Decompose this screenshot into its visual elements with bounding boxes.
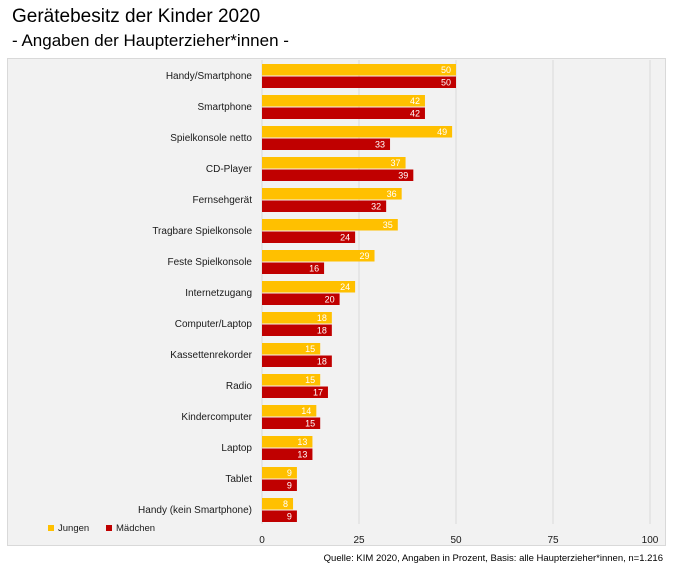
- bar-mädchen-spielkonsole-netto: [262, 138, 391, 150]
- bar-mädchen-cd-player: [262, 169, 414, 181]
- category-label-radio: Radio: [226, 381, 253, 392]
- bar-value-label-mädchen-handy-kein-smartphone: 9: [287, 512, 292, 522]
- bar-mädchen-kindercomputer: [262, 417, 321, 429]
- bar-mädchen-kassettenrekorder: [262, 355, 332, 367]
- bar-value-label-jungen-laptop: 13: [297, 437, 307, 447]
- bar-jungen-cd-player: [262, 157, 406, 169]
- bar-mädchen-computer-laptop: [262, 324, 332, 336]
- x-tick-label-50: 50: [450, 535, 462, 546]
- bar-value-label-jungen-kassettenrekorder: 15: [305, 344, 315, 354]
- legend-swatch-jungen: [48, 525, 54, 531]
- bar-value-label-mädchen-kindercomputer: 15: [305, 419, 315, 429]
- bar-value-label-jungen-internetzugang: 24: [340, 282, 350, 292]
- bar-value-label-jungen-tablet: 9: [287, 468, 292, 478]
- chart-title: Gerätebesitz der Kinder 2020: [12, 6, 261, 27]
- legend-label-mädchen: Mädchen: [116, 523, 155, 534]
- chart-subtitle: - Angaben der Haupterzieher*innen -: [12, 31, 289, 50]
- category-label-tablet: Tablet: [225, 474, 252, 485]
- bar-mädchen-handy-smartphone: [262, 76, 456, 88]
- bar-value-label-jungen-handy-kein-smartphone: 8: [283, 499, 288, 509]
- category-label-kassettenrekorder: Kassettenrekorder: [170, 350, 252, 361]
- bar-value-label-jungen-handy-smartphone: 50: [441, 65, 451, 75]
- bar-value-label-mädchen-computer-laptop: 18: [317, 326, 327, 336]
- bar-mädchen-laptop: [262, 448, 313, 460]
- bar-jungen-computer-laptop: [262, 312, 332, 324]
- bar-jungen-laptop: [262, 436, 313, 448]
- category-label-fernsehgerät: Fernsehgerät: [193, 195, 253, 206]
- x-tick-label-100: 100: [642, 535, 659, 546]
- bar-mädchen-tragbare-spielkonsole: [262, 231, 356, 243]
- bar-mädchen-feste-spielkonsole: [262, 262, 325, 274]
- bar-jungen-smartphone: [262, 95, 425, 107]
- bar-value-label-mädchen-tragbare-spielkonsole: 24: [340, 233, 350, 243]
- bar-value-label-mädchen-spielkonsole-netto: 33: [375, 140, 385, 150]
- bar-mädchen-fernsehgerät: [262, 200, 387, 212]
- bar-value-label-mädchen-feste-spielkonsole: 16: [309, 264, 319, 274]
- bar-value-label-jungen-smartphone: 42: [410, 96, 420, 106]
- legend-label-jungen: Jungen: [58, 523, 89, 534]
- bar-jungen-fernsehgerät: [262, 188, 402, 200]
- bar-value-label-mädchen-cd-player: 39: [398, 171, 408, 181]
- category-label-laptop: Laptop: [221, 443, 252, 454]
- bar-value-label-jungen-fernsehgerät: 36: [387, 189, 397, 199]
- bar-value-label-mädchen-laptop: 13: [297, 450, 307, 460]
- bar-jungen-tablet: [262, 467, 297, 479]
- bar-jungen-handy-smartphone: [262, 64, 456, 76]
- bar-value-label-mädchen-handy-smartphone: 50: [441, 78, 451, 88]
- bar-value-label-jungen-spielkonsole-netto: 49: [437, 127, 447, 137]
- category-label-internetzugang: Internetzugang: [185, 288, 252, 299]
- x-tick-label-0: 0: [259, 535, 265, 546]
- bar-value-label-jungen-computer-laptop: 18: [317, 313, 327, 323]
- bar-mädchen-tablet: [262, 479, 297, 491]
- bar-jungen-feste-spielkonsole: [262, 250, 375, 262]
- bar-value-label-mädchen-radio: 17: [313, 388, 323, 398]
- bar-value-label-mädchen-internetzugang: 20: [325, 295, 335, 305]
- bar-jungen-tragbare-spielkonsole: [262, 219, 398, 231]
- bars: [262, 64, 456, 522]
- category-label-tragbare-spielkonsole: Tragbare Spielkonsole: [152, 226, 252, 237]
- category-label-spielkonsole-netto: Spielkonsole netto: [170, 133, 252, 144]
- bar-value-label-jungen-cd-player: 37: [391, 158, 401, 168]
- legend: Jungen Mädchen: [48, 523, 155, 534]
- x-tick-label-25: 25: [353, 535, 365, 546]
- bar-mädchen-smartphone: [262, 107, 425, 119]
- bar-jungen-handy-kein-smartphone: [262, 498, 294, 510]
- bar-mädchen-handy-kein-smartphone: [262, 510, 297, 522]
- bar-value-label-mädchen-tablet: 9: [287, 481, 292, 491]
- bar-mädchen-radio: [262, 386, 328, 398]
- bar-jungen-kindercomputer: [262, 405, 317, 417]
- bar-value-label-mädchen-fernsehgerät: 32: [371, 202, 381, 212]
- category-label-cd-player: CD-Player: [206, 164, 253, 175]
- bar-jungen-spielkonsole-netto: [262, 126, 453, 138]
- category-label-handy-kein-smartphone: Handy (kein Smartphone): [138, 505, 252, 516]
- category-label-smartphone: Smartphone: [198, 102, 253, 113]
- bar-value-label-jungen-radio: 15: [305, 375, 315, 385]
- labels: 0 25 50 75 100 Handy/Smartphone 50 50 Smartphone…: [138, 65, 659, 546]
- source-note: Quelle: KIM 2020, Angaben in Prozent, Ba…: [323, 553, 663, 564]
- bar-value-label-mädchen-smartphone: 42: [410, 109, 420, 119]
- x-tick-label-75: 75: [547, 535, 559, 546]
- category-label-computer-laptop: Computer/Laptop: [175, 319, 253, 330]
- bar-value-label-jungen-feste-spielkonsole: 29: [360, 251, 370, 261]
- category-label-handy-smartphone: Handy/Smartphone: [166, 71, 253, 82]
- category-label-kindercomputer: Kindercomputer: [181, 412, 252, 423]
- bar-jungen-radio: [262, 374, 321, 386]
- bar-value-label-jungen-tragbare-spielkonsole: 35: [383, 220, 393, 230]
- bar-value-label-mädchen-kassettenrekorder: 18: [317, 357, 327, 367]
- bar-mädchen-internetzugang: [262, 293, 340, 305]
- bar-value-label-jungen-kindercomputer: 14: [301, 406, 311, 416]
- legend-swatch-mädchen: [106, 525, 112, 531]
- category-label-feste-spielkonsole: Feste Spielkonsole: [168, 257, 253, 268]
- bar-jungen-internetzugang: [262, 281, 356, 293]
- bar-jungen-kassettenrekorder: [262, 343, 321, 355]
